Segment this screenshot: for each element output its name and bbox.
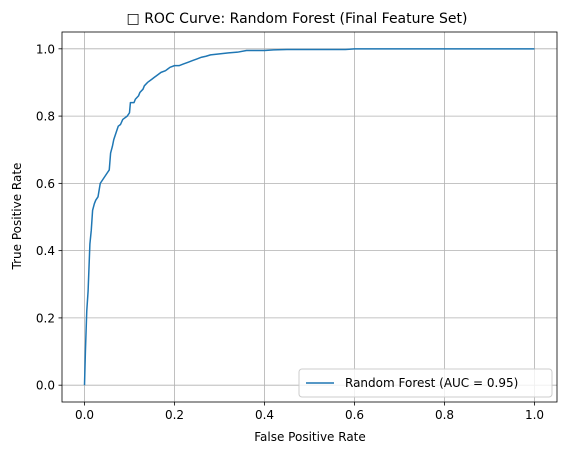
legend: Random Forest (AUC = 0.95)	[298, 368, 553, 398]
y-axis-label: True Positive Rate	[10, 163, 24, 271]
x-axis-label: False Positive Rate	[254, 430, 366, 444]
plot-frame	[61, 31, 558, 403]
x-tick-label: 1.0	[525, 408, 544, 422]
series-lines	[83, 48, 535, 386]
y-tick-label: 0.4	[36, 244, 55, 258]
legend-label: Random Forest (AUC = 0.95)	[345, 376, 518, 390]
x-tick-label: 0.8	[435, 408, 454, 422]
x-tick-label: 0.6	[345, 408, 364, 422]
x-tick-label: 0.2	[165, 408, 184, 422]
chart-title: □ ROC Curve: Random Forest (Final Featur…	[127, 11, 468, 27]
y-tick-label: 0.2	[36, 311, 55, 325]
x-tick-label: 0.0	[75, 408, 94, 422]
y-tick-label: 1.0	[36, 42, 55, 56]
grid-lines	[62, 32, 557, 402]
roc-curve-line	[83, 48, 535, 386]
y-tick-label: 0.8	[36, 110, 55, 124]
y-tick-label: 0.0	[36, 379, 55, 393]
x-tick-label: 0.4	[255, 408, 274, 422]
legend-box	[298, 368, 553, 398]
axis-ticks: 0.0 0.2 0.4 0.6 0.8 1.0 0.0 0.2 0.4 0.6 0.8 1.0	[36, 42, 544, 422]
y-tick-label: 0.6	[36, 177, 55, 191]
